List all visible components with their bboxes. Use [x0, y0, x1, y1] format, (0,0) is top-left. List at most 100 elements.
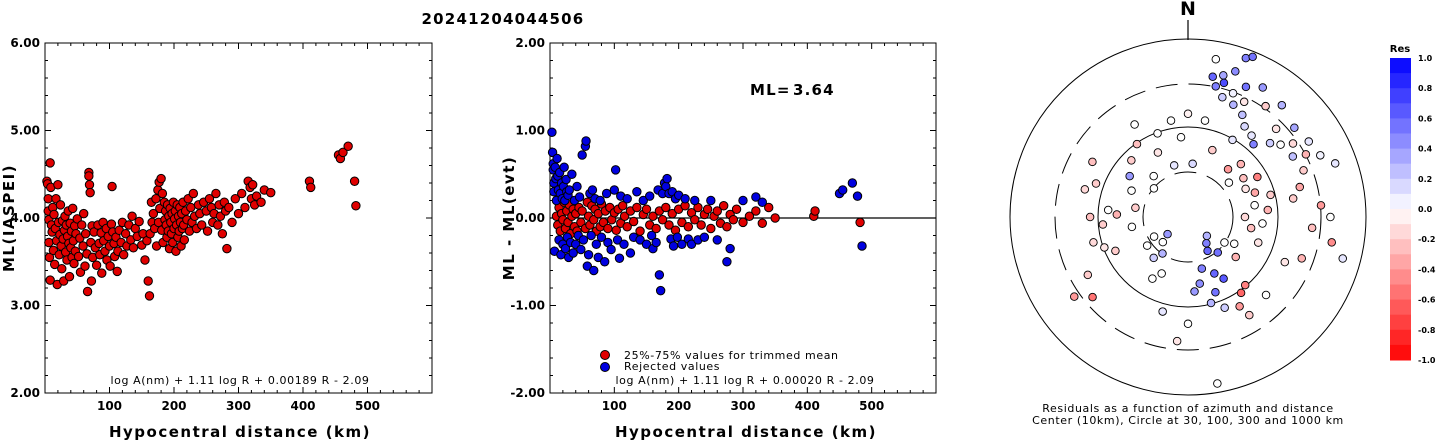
x-tick-label: 200 [666, 399, 691, 413]
residual-point [1258, 219, 1267, 228]
colorbar-cell [1390, 73, 1411, 89]
x-tick-label: 400 [290, 399, 315, 413]
data-point [622, 222, 632, 232]
data-point [237, 188, 247, 199]
rejected-data-point [680, 194, 690, 204]
data-point [247, 180, 258, 190]
equation-label: log A(nm) + 1.11 log R + 0.00020 R - 2.0… [615, 374, 874, 387]
azimuth-residual-plot: N Residuals as a function of azimuth and… [1009, 0, 1367, 427]
colorbar-tick-label: 0.0 [1418, 205, 1433, 214]
rejected-data-point [852, 191, 863, 201]
data-point [230, 194, 240, 204]
residual-point [1241, 82, 1251, 92]
colorbar-cell [1390, 133, 1411, 150]
data-point [84, 171, 94, 181]
north-label: N [1180, 0, 1196, 20]
data-point [343, 141, 353, 151]
colorbar-cell [1390, 118, 1411, 134]
residual-point [1228, 88, 1238, 98]
colorbar-cell [1390, 58, 1411, 74]
data-point [744, 211, 755, 221]
data-point [43, 194, 53, 204]
residual-point [1307, 223, 1317, 233]
residual-point [1239, 97, 1249, 107]
data-point [722, 222, 732, 232]
rejected-data-point [574, 192, 585, 202]
residual-point [1299, 166, 1308, 175]
rejected-data-point [599, 257, 610, 267]
ring-1000km [1009, 38, 1367, 396]
polar-caption-line1: Residuals as a function of azimuth and d… [1042, 402, 1333, 415]
data-point [68, 203, 78, 214]
data-point [77, 220, 87, 230]
ml-annotation-label: ML= [750, 81, 791, 99]
data-point [648, 211, 658, 221]
data-point [44, 237, 54, 248]
residual-point [1206, 298, 1216, 308]
data-point [677, 217, 687, 228]
residual-point [1158, 237, 1168, 247]
residual-point [1080, 185, 1090, 194]
rejected-data-point [586, 230, 596, 241]
colorbar-cell [1390, 314, 1411, 331]
residual-point [1240, 212, 1250, 222]
data-point [91, 260, 102, 270]
residual-point [1098, 220, 1108, 229]
colorbar-cell [1390, 148, 1411, 165]
y-tick-label: 2.00 [10, 386, 40, 400]
residual-point [1276, 140, 1285, 149]
colorbar-tick-label: 0.6 [1418, 114, 1433, 123]
residual-point [1248, 52, 1257, 62]
rejected-data-point [690, 195, 700, 206]
residual-point [1266, 190, 1275, 200]
rejected-data-point [646, 230, 657, 241]
legend: 25%-75% values for trimmed mean Rejected… [600, 349, 838, 373]
data-point [44, 252, 55, 263]
data-point [628, 216, 639, 227]
data-point [690, 215, 700, 225]
residual-point [1130, 120, 1139, 129]
residual-point [1089, 238, 1098, 247]
legend-marker-trimmed [600, 350, 610, 360]
rejected-data-point [614, 253, 625, 263]
data-point [105, 261, 115, 271]
rejected-data-point [662, 173, 672, 184]
residual-point [1229, 239, 1239, 248]
residual-point [1288, 139, 1298, 148]
ring-30km [1142, 171, 1234, 263]
data-point [266, 187, 276, 198]
y-tick-label: 5.00 [10, 124, 40, 138]
residual-point [1208, 145, 1217, 155]
colorbar-tick-label: 0.8 [1418, 84, 1433, 93]
residual-point [1183, 319, 1193, 329]
data-point [73, 251, 84, 262]
residual-point [1197, 264, 1207, 273]
data-point [144, 291, 155, 301]
residual-point [1277, 100, 1287, 110]
rejected-data-point [587, 185, 598, 195]
y-tick-label: 2.00 [515, 36, 545, 50]
rejected-data-point [651, 237, 661, 248]
rejected-data-point [581, 136, 591, 146]
data-point [213, 220, 223, 230]
x-tick-label: 200 [161, 399, 186, 413]
colorbar-cell [1390, 269, 1411, 285]
colorbar-title: Res [1390, 44, 1410, 55]
data-point [731, 204, 742, 214]
residual-point [1163, 229, 1172, 239]
data-point [657, 215, 668, 225]
rejected-data-point [561, 174, 571, 185]
rejected-data-point [738, 195, 748, 206]
data-point [45, 275, 55, 285]
rejected-data-point [668, 241, 679, 251]
residual-point [1127, 222, 1137, 232]
residual-point [1265, 138, 1275, 148]
residual-point [1250, 188, 1260, 197]
residual-point [1202, 238, 1211, 248]
data-point [577, 206, 587, 216]
rejected-data-point [578, 235, 589, 245]
residual-point [1330, 159, 1340, 168]
rejected-data-point [857, 241, 867, 251]
data-point [306, 182, 316, 193]
colorbar-cell [1390, 284, 1411, 301]
